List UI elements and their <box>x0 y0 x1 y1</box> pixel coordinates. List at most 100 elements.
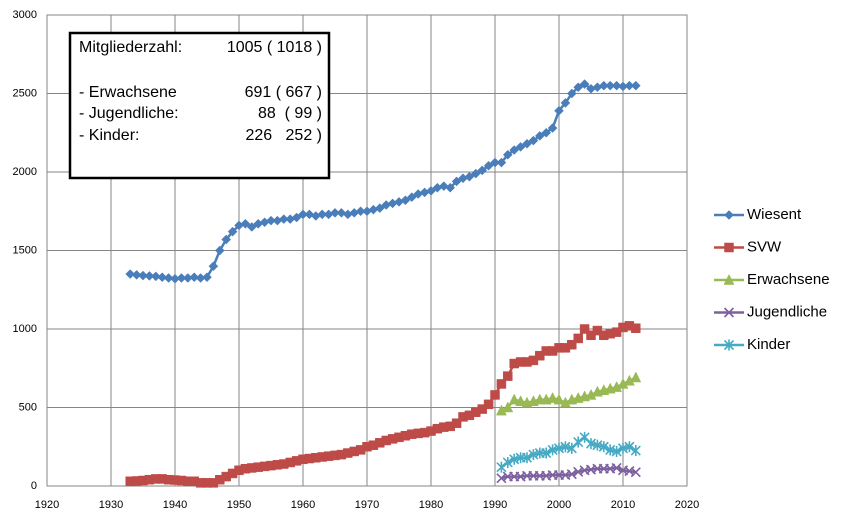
data-point <box>522 138 532 149</box>
data-point <box>605 444 616 456</box>
data-point <box>246 222 257 232</box>
x-tick-label: 2000 <box>547 499 571 511</box>
data-point <box>317 209 328 220</box>
data-point <box>547 444 558 456</box>
y-tick-label: 3000 <box>13 9 37 21</box>
data-point <box>631 323 641 333</box>
data-point <box>483 160 494 171</box>
data-point <box>496 157 507 168</box>
data-point <box>624 441 635 453</box>
data-point <box>579 79 590 89</box>
data-point <box>163 273 174 283</box>
data-point <box>617 442 629 454</box>
annotation-value: 691 ( 667 ) <box>245 84 322 101</box>
data-point <box>138 270 148 281</box>
data-point <box>490 390 500 400</box>
data-point <box>630 467 641 478</box>
data-point <box>611 80 622 91</box>
legend-marker <box>724 210 734 220</box>
series-line <box>501 466 637 480</box>
data-point <box>150 271 161 282</box>
data-point <box>553 393 565 405</box>
data-point <box>605 80 616 91</box>
y-tick-label: 1500 <box>13 244 37 256</box>
annotation-label: Mitgliederzahl: <box>79 39 182 56</box>
data-point <box>528 135 539 146</box>
data-point <box>451 176 462 187</box>
data-point <box>445 182 456 193</box>
data-point <box>630 371 642 383</box>
legend-label: Erwachsene <box>747 271 830 288</box>
data-point <box>227 226 238 237</box>
data-point <box>503 371 513 381</box>
annotation-label: - Erwachsene <box>79 84 177 101</box>
data-point <box>374 203 385 213</box>
data-point <box>131 269 142 280</box>
x-tick-label: 1980 <box>419 499 443 511</box>
data-point <box>502 456 513 468</box>
legend-marker <box>723 307 735 318</box>
legend-marker <box>723 273 735 285</box>
data-point <box>496 473 507 484</box>
x-tick-label: 1990 <box>483 499 507 511</box>
y-tick-label: 500 <box>19 401 37 413</box>
x-tick-label: 2010 <box>611 499 635 511</box>
data-point <box>630 445 641 457</box>
data-point <box>266 215 276 226</box>
legend-label: Wiesent <box>747 206 802 223</box>
data-point <box>592 439 603 451</box>
series-line <box>500 435 637 469</box>
data-point <box>554 105 564 116</box>
annotation-label: - Jugendliche: <box>79 105 179 122</box>
data-point <box>547 392 559 403</box>
data-point <box>573 333 583 344</box>
x-tick-label: 1940 <box>163 499 187 511</box>
data-point <box>515 395 527 406</box>
data-point <box>502 401 514 413</box>
y-tick-label: 2500 <box>13 87 37 99</box>
data-point <box>566 469 577 480</box>
data-point <box>483 399 494 410</box>
legend-label: Jugendliche <box>747 303 827 320</box>
data-point <box>240 218 251 229</box>
data-point <box>528 449 539 461</box>
data-point <box>573 82 584 93</box>
data-point <box>426 185 436 196</box>
annotation-label: - Kinder: <box>79 127 139 144</box>
data-point <box>534 131 545 141</box>
annotation-value: 226 252 ) <box>246 127 323 144</box>
data-point <box>611 462 622 474</box>
data-point <box>598 441 609 453</box>
y-tick-label: 0 <box>31 480 37 492</box>
data-point <box>477 165 488 176</box>
data-point <box>573 466 584 477</box>
data-point <box>406 192 417 202</box>
x-tick-label: 1950 <box>227 499 251 511</box>
data-point <box>214 245 225 256</box>
data-point <box>502 149 513 160</box>
x-tick-label: 1920 <box>35 499 59 511</box>
data-point <box>400 195 411 206</box>
data-point <box>125 269 136 279</box>
data-point <box>496 461 507 473</box>
y-tick-label: 2000 <box>13 166 37 178</box>
annotation-value: 1005 ( 1018 ) <box>227 39 322 56</box>
data-point <box>508 393 520 405</box>
data-point <box>630 80 641 91</box>
x-tick-label: 1930 <box>99 499 123 511</box>
data-point <box>208 261 219 272</box>
data-point <box>490 157 500 168</box>
data-point <box>176 273 187 283</box>
data-point <box>547 123 558 133</box>
data-point <box>598 80 609 91</box>
data-point <box>509 453 520 465</box>
data-point <box>278 214 289 224</box>
data-point <box>496 379 507 389</box>
data-point <box>298 209 308 220</box>
x-tick-label: 1960 <box>291 499 315 511</box>
data-point <box>521 452 533 464</box>
data-point <box>541 127 552 138</box>
data-point <box>355 206 366 217</box>
data-point <box>541 447 552 459</box>
x-tick-label: 1970 <box>355 499 379 511</box>
